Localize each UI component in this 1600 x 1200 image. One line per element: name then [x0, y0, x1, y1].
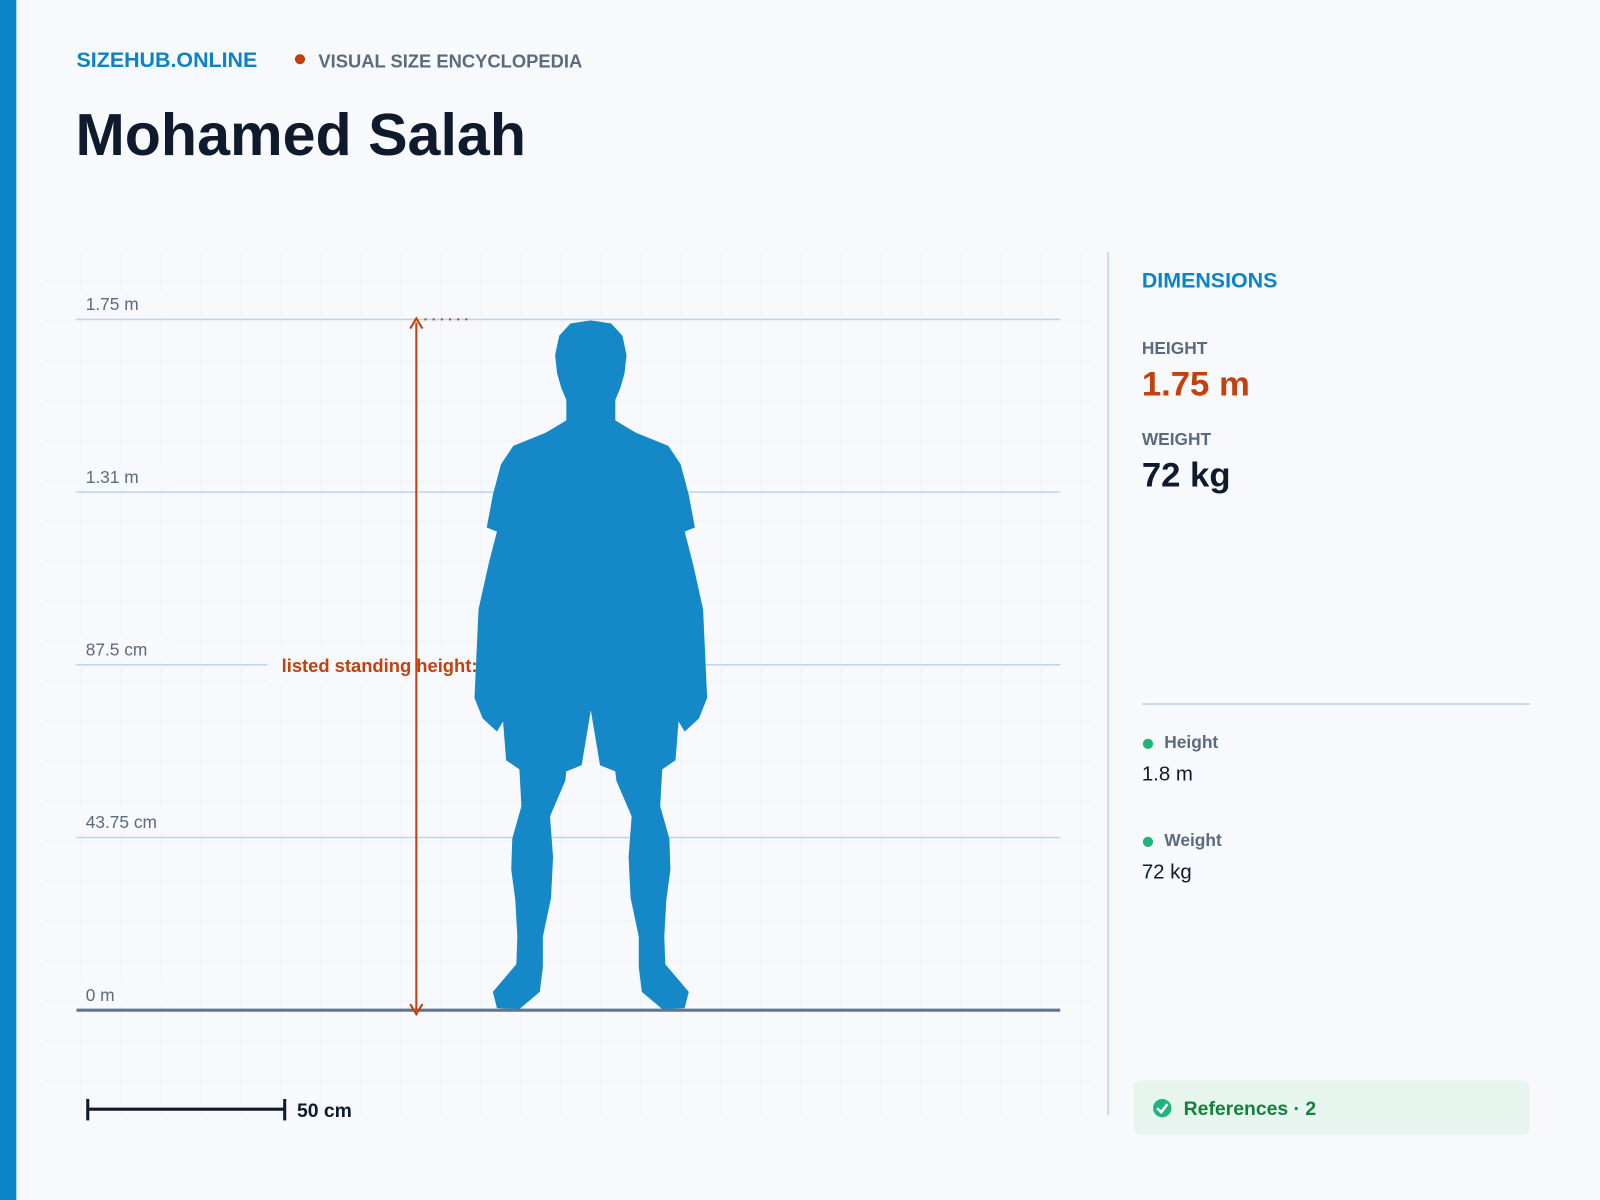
brand-dot — [294, 54, 306, 65]
level-label: 0 m — [86, 985, 115, 1005]
brand[interactable]: SIZEHUB.ONLINE — [77, 48, 258, 72]
fact-value: 1.8 m — [1142, 763, 1193, 785]
stat-value: 72 kg — [1142, 457, 1231, 495]
fact-label: Weight — [1164, 830, 1222, 850]
page-title: Mohamed Salah — [76, 101, 526, 168]
tagline: VISUAL SIZE ENCYCLOPEDIA — [318, 51, 582, 72]
label-backdrop — [79, 808, 178, 834]
stat-label: WEIGHT — [1142, 429, 1212, 449]
fact-dot — [1142, 836, 1154, 847]
level-label: 1.31 m — [86, 467, 139, 487]
check-mark — [1156, 1103, 1169, 1115]
label-backdrop — [79, 981, 178, 1007]
level-label: 43.75 cm — [86, 812, 157, 832]
sidebar: DIMENSIONS HEIGHT 1.75 m WEIGHT 72 kg He… — [1133, 269, 1530, 1135]
scale-bar-label: 50 cm — [297, 1100, 352, 1122]
fact-dot — [1142, 738, 1154, 749]
stat-value: 1.75 m — [1142, 366, 1250, 404]
size-chart: 1.75 m 1.31 m 87.5 cm 43.75 cm 0 m listed st… — [44, 253, 1090, 1122]
fact-value: 72 kg — [1142, 861, 1192, 883]
fact-label: Height — [1164, 732, 1218, 752]
level-label: 1.75 m — [86, 294, 139, 314]
levels: 1.75 m 1.31 m 87.5 cm 43.75 cm 0 m — [76, 290, 1061, 1012]
arrow-heads — [409, 316, 424, 1017]
accent-bar — [0, 0, 17, 1200]
sidebar-heading: DIMENSIONS — [1142, 269, 1278, 293]
references-box[interactable] — [1133, 1080, 1530, 1135]
label-backdrop — [79, 636, 178, 661]
references-label[interactable]: References · 2 — [1184, 1098, 1316, 1120]
level-label: 87.5 cm — [86, 639, 148, 659]
references-button[interactable]: References · 2 — [1133, 1080, 1530, 1135]
annotation: listed standing height: 1.75 m — [282, 655, 540, 676]
stat-label: HEIGHT — [1142, 338, 1208, 358]
check-icon — [1153, 1098, 1172, 1118]
silhouette — [474, 320, 708, 1010]
label-backdrop — [79, 463, 178, 489]
label-backdrop — [79, 290, 178, 316]
